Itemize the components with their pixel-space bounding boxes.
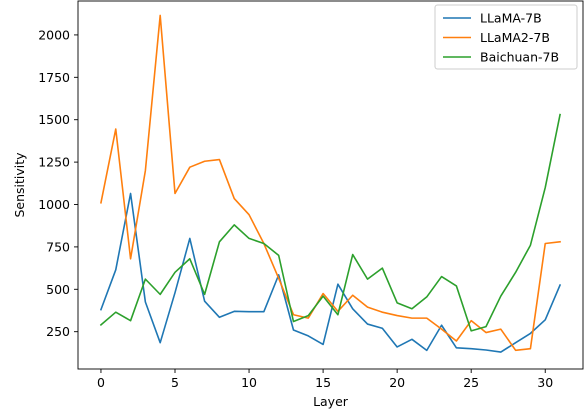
y-tick-label: 500 <box>46 282 70 297</box>
x-tick-label: 20 <box>389 375 405 390</box>
plot-frame <box>77 0 584 370</box>
y-tick-label: 1250 <box>38 155 70 170</box>
y-axis-ticks: 250 500 750 1000 1250 1500 1750 2000 <box>38 27 78 339</box>
legend: LLaMA-7B LLaMA2-7B Baichuan-7B <box>434 4 578 70</box>
y-tick-label: 1500 <box>38 112 70 127</box>
x-tick-label: 5 <box>171 375 179 390</box>
x-axis-label: Layer <box>313 394 349 409</box>
series-line-baichuan-7b <box>99 113 561 332</box>
y-tick-label: 1000 <box>38 197 70 212</box>
legend-label: Baichuan-7B <box>480 50 559 65</box>
series-line-llama2-7b <box>100 14 561 352</box>
series-line-llama-7b <box>99 192 562 353</box>
y-tick-label: 2000 <box>38 27 70 42</box>
x-tick-label: 0 <box>97 375 105 390</box>
x-tick-label: 25 <box>463 375 479 390</box>
y-tick-label: 750 <box>46 239 70 254</box>
x-tick-label: 30 <box>537 375 553 390</box>
y-axis-label: Sensitivity <box>12 152 27 218</box>
x-tick-label: 15 <box>315 375 331 390</box>
x-tick-label: 10 <box>241 375 257 390</box>
series-layer <box>99 14 562 353</box>
legend-box <box>434 4 578 70</box>
legend-label: LLaMA-7B <box>480 11 542 26</box>
legend-label: LLaMA2-7B <box>480 30 550 45</box>
y-tick-label: 250 <box>46 324 70 339</box>
x-axis-ticks: 0 5 10 15 20 25 30 <box>97 369 553 390</box>
y-tick-label: 1750 <box>38 70 70 85</box>
